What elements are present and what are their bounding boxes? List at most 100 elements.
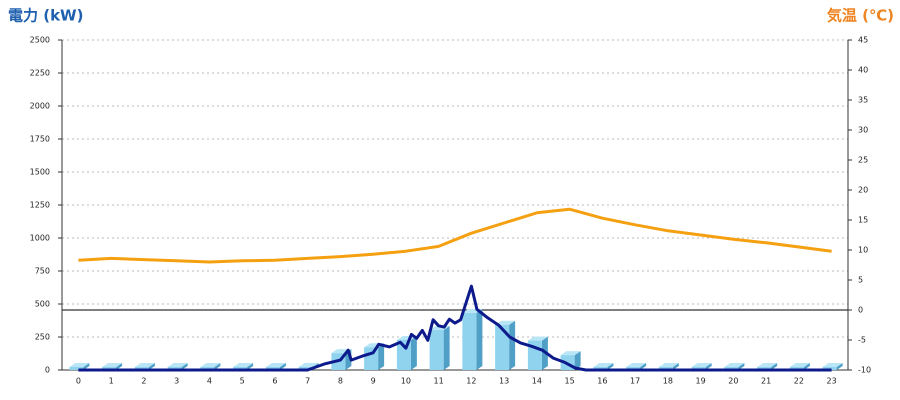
y2-tick-label: 35 [858,96,868,105]
bar-face [181,363,188,370]
x-tick-label: 3 [174,377,179,386]
bar-face [429,330,444,370]
bar-face [298,363,319,367]
y2-tick-label: 40 [858,66,868,75]
bar-face [495,324,510,370]
bar-face [102,363,123,367]
bar-face [626,363,647,367]
x-tick-label: 5 [240,377,245,386]
x-tick-label: 20 [728,377,738,386]
y2-tick-label: 10 [858,246,868,255]
bar [69,363,90,370]
y-tick-label: 2000 [30,102,50,111]
bar-face [83,363,90,370]
x-tick-label: 13 [499,377,509,386]
bar-face [462,312,477,370]
x-tick-label: 0 [76,377,81,386]
y-tick-label: 1750 [30,135,50,144]
bar-face [593,363,614,367]
y-tick-label: 2500 [30,36,50,45]
y2-tick-label: 20 [858,186,868,195]
bar-face [705,363,712,370]
bar-face [527,336,548,341]
bar [462,308,483,370]
bar-face [69,367,84,370]
y-tick-label: 750 [35,267,50,276]
bar [429,326,450,370]
bar-face [265,363,286,367]
bar-face [789,363,810,367]
bar-face [443,326,450,370]
x-tick-label: 9 [371,377,376,386]
x-tick-label: 16 [597,377,607,386]
bar-face [476,308,483,370]
x-tick-label: 22 [794,377,804,386]
bar-face [691,363,712,367]
x-tick-label: 10 [401,377,411,386]
bar-face [771,363,778,370]
y-tick-label: 1500 [30,168,50,177]
bar [364,343,385,370]
bar-face [116,363,123,370]
x-tick-label: 6 [272,377,277,386]
x-tick-label: 23 [827,377,837,386]
bar-face [134,363,155,367]
x-tick-label: 7 [305,377,310,386]
y2-tick-label: 5 [858,276,863,285]
bar-face [410,335,417,370]
x-tick-label: 14 [532,377,542,386]
bar-face [836,363,843,370]
line [78,207,832,264]
bar-face [233,363,254,367]
y2-tick-label: 25 [858,156,868,165]
y-tick-label: 250 [35,333,50,342]
bar [495,320,516,370]
y-tick-label: 1000 [30,234,50,243]
x-tick-label: 2 [141,377,146,386]
y2-tick-label: 0 [858,306,863,315]
x-tick-label: 12 [466,377,476,386]
bar-face [672,363,679,370]
y2-tick-label: -5 [858,336,866,345]
bar-face [148,363,155,370]
x-tick-label: 1 [109,377,114,386]
x-tick-label: 11 [434,377,444,386]
x-tick-label: 8 [338,377,343,386]
bar-face [822,363,843,367]
bar-face [724,363,745,367]
bar-face [509,320,516,370]
bar-face [607,363,614,370]
bar-face [69,363,90,367]
bar-face [495,320,516,325]
left-axis-title: 電力 (kW) [8,7,83,25]
y-tick-label: 1250 [30,201,50,210]
x-tick-label: 21 [761,377,771,386]
bar-face [738,363,745,370]
x-tick-label: 19 [696,377,706,386]
bar-face [560,351,581,356]
y2-tick-label: 30 [858,126,868,135]
bar-face [574,351,581,370]
bar-face [640,363,647,370]
bar-face [757,363,778,367]
x-tick-label: 15 [565,377,575,386]
x-tick-label: 4 [207,377,212,386]
bar-face [247,363,254,370]
y2-tick-label: 45 [858,36,868,45]
bar-face [378,343,385,370]
y-tick-label: 0 [45,366,50,375]
bar-face [167,363,188,367]
bar-face [803,363,810,370]
y-tick-label: 500 [35,300,50,309]
bar-face [214,363,221,370]
right-axis-title: 気温 (℃) [827,7,894,25]
x-tick-label: 17 [630,377,640,386]
y2-tick-label: -10 [858,366,871,375]
y2-tick-label: 15 [858,216,868,225]
bar-face [279,363,286,370]
y-tick-label: 2250 [30,69,50,78]
bar-face [200,363,221,367]
x-tick-label: 18 [663,377,673,386]
line [78,284,832,372]
